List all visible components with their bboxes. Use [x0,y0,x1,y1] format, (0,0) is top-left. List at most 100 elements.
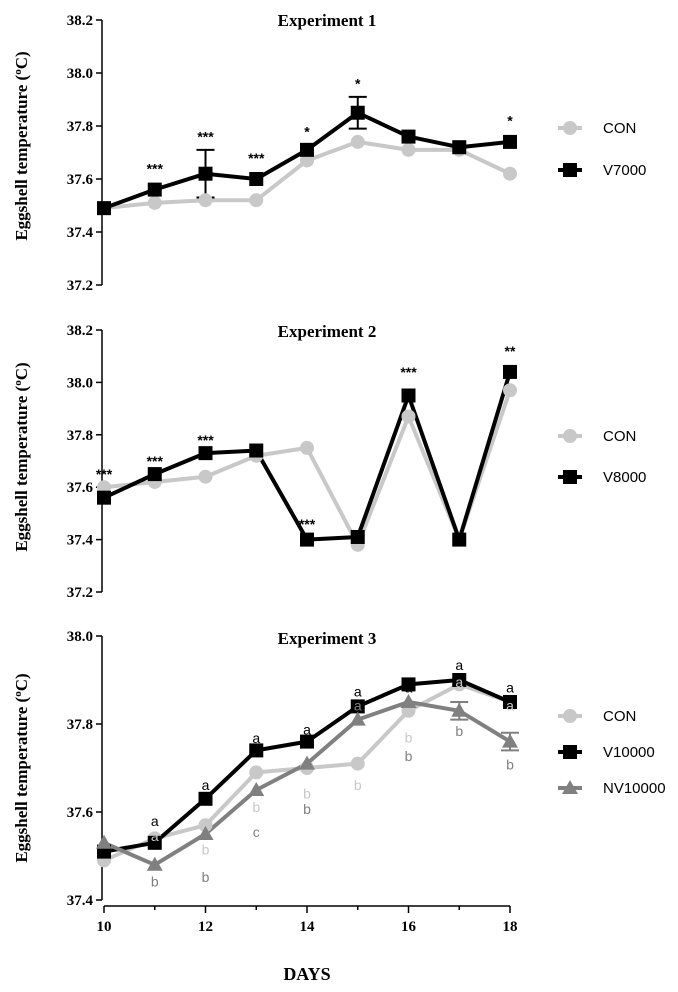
x-tick-label: 14 [300,919,316,935]
y-axis-label: Eggshell temperature (oC) [12,362,31,551]
significance-marker: *** [96,466,113,482]
data-point-V10000 [300,734,314,749]
significance-marker: *** [197,432,214,448]
data-point-CON [401,142,416,157]
data-point-V7000 [452,140,467,155]
legend-label: V7000 [603,162,646,179]
group-letter: a [252,730,260,746]
significance-marker: *** [400,364,417,380]
group-letter: c [253,824,260,840]
y-tick-label: 38.0 [67,375,93,391]
data-point-V10000 [147,835,162,850]
y-tick-label: 38.2 [67,323,93,339]
data-point-V7000 [300,142,314,157]
data-point-V7000 [249,172,264,186]
legend-label: CON [603,708,636,725]
significance-marker: *** [197,129,214,145]
y-tick-label: 37.8 [67,717,93,733]
y-tick-label: 38.0 [67,66,93,82]
data-point-NV10000 [146,856,163,871]
data-point-CON [503,383,517,398]
group-letter: b [252,799,260,815]
y-tick-label: 37.4 [67,225,94,241]
group-letter: a [405,679,413,695]
data-point-CON [198,193,213,208]
legend-label: NV10000 [603,780,666,797]
y-tick-label: 37.2 [67,278,93,294]
data-point-CON [198,469,213,484]
legend-label: V8000 [603,469,646,486]
data-point-V10000 [503,695,517,709]
x-tick-label: 18 [503,919,518,935]
data-point-NV10000 [299,755,315,770]
group-letter: a [506,679,514,695]
y-tick-label: 38.2 [67,13,93,29]
significance-marker: * [304,123,310,139]
significance-marker: *** [147,453,164,469]
group-letter: b [303,801,311,817]
group-letter: b [202,869,210,885]
group-letter: a [455,674,463,690]
y-tick-label: 37.4 [67,893,94,909]
y-tick-label: 37.4 [67,533,94,549]
data-point-V8000 [198,446,213,461]
data-point-V7000 [147,182,162,197]
group-letter: a [455,657,463,673]
legend-marker [562,780,578,794]
group-letter: b [151,874,159,890]
y-axis-label: Eggshell temperature (oC) [12,673,31,862]
plot-area: 37.237.437.637.838.038.2************ CONV… [67,13,647,294]
data-point-CON [300,440,314,455]
data-point-CON [249,193,264,208]
data-point-V8000 [147,467,162,482]
group-letter: a [303,721,311,737]
group-letter: b [303,786,311,802]
legend-label: CON [603,120,636,137]
legend-marker [563,163,577,177]
data-point-V7000 [401,129,416,144]
data-point-V10000 [350,699,365,714]
group-letter: a [506,698,514,714]
data-point-CON [503,166,517,181]
panel-title: Experiment 3 [278,629,377,648]
group-letter: a [151,813,159,829]
y-tick-label: 37.8 [67,428,93,444]
group-letter: a [354,698,362,714]
panel-experiment-3: Experiment 3 Eggshell temperature (oC) 3… [12,629,666,935]
x-tick-label: 12 [198,919,213,935]
panel-title: Experiment 2 [278,322,377,341]
data-point-V10000 [249,743,264,758]
significance-marker: *** [299,516,316,532]
y-tick-label: 37.6 [67,480,94,496]
group-letter: b [202,841,210,857]
x-tick-label: 10 [97,919,112,935]
legend-marker [563,429,577,443]
group-letter: a [151,828,159,844]
data-point-V8000 [249,443,264,458]
significance-marker: * [507,113,513,129]
y-tick-label: 38.0 [67,629,93,645]
group-letter: b [405,748,413,764]
data-point-V8000 [300,532,314,547]
plot-area: 37.437.637.838.010 12 14 16 18aababbabcabbaa… [67,629,666,935]
panel-experiment-2: Experiment 2 Eggshell temperature (oC) 3… [12,322,646,601]
data-point-CON [249,765,264,780]
group-letter: a [202,777,210,793]
data-point-CON [198,818,213,833]
data-point-V8000 [97,490,111,505]
data-point-CON [401,409,416,424]
data-point-V7000 [97,201,111,216]
data-point-CON [350,134,365,149]
significance-marker: *** [147,160,164,176]
data-point-V8000 [452,532,467,547]
y-tick-label: 37.2 [67,585,93,601]
legend-marker [563,745,577,759]
y-axis-label: Eggshell temperature (oC) [12,51,31,240]
data-point-NV10000 [197,826,214,840]
data-point-V8000 [401,388,416,403]
data-point-V7000 [350,105,365,120]
data-point-NV10000 [451,702,468,717]
legend-marker [563,709,577,723]
data-point-NV10000 [248,782,265,796]
